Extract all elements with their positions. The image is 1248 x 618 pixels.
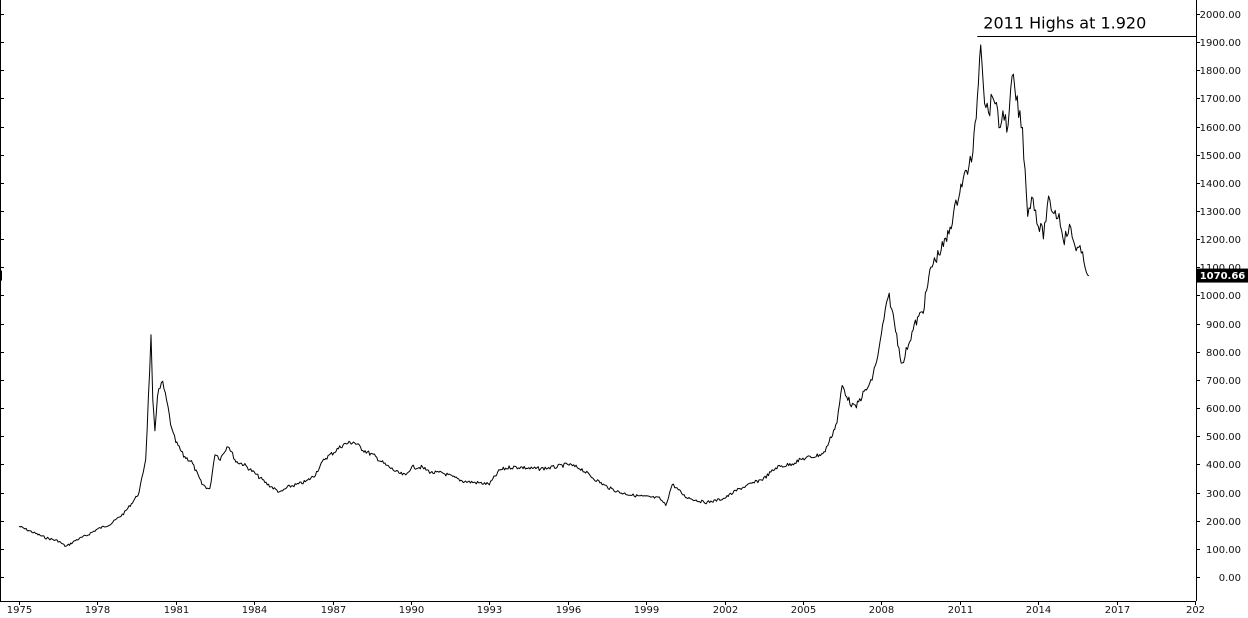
y-tick-label: 2000.00 (1200, 10, 1241, 21)
y-tick-label: 0.00 (1219, 573, 1241, 584)
x-tick-label: 1975 (7, 605, 32, 616)
y-tick-label: 1200.00 (1200, 235, 1241, 246)
y-tick-label: 1600.00 (1200, 123, 1241, 134)
price-line (18, 44, 1090, 547)
y-tick-label: 1800.00 (1200, 66, 1241, 77)
x-axis: 1975 1978 1981 1984 1987 1990 1993 1996 1999 2002… (0, 0, 1205, 616)
last-price-left-marker (0, 270, 2, 281)
x-tick-label: 2002 (713, 605, 738, 616)
x-tick-label: 2011 (948, 605, 973, 616)
x-tick-label: 2008 (869, 605, 894, 616)
x-tick-label: 202 (1186, 605, 1205, 616)
y-tick-label: 1400.00 (1200, 179, 1241, 190)
y-tick-label: 300.00 (1206, 489, 1241, 500)
x-tick-label: 1996 (556, 605, 581, 616)
plot-area (18, 44, 1090, 547)
y-tick-label: 1000.00 (1200, 291, 1241, 302)
y-tick-label: 100.00 (1206, 545, 1241, 556)
last-price-label: 1070.66 (1200, 271, 1246, 282)
y-tick-label: 900.00 (1206, 320, 1241, 331)
y-tick-label: 1500.00 (1200, 151, 1241, 162)
y-tick-label: 400.00 (1206, 460, 1241, 471)
annotation-text: 2011 Highs at 1.920 (983, 14, 1146, 33)
x-tick-label: 1984 (242, 605, 267, 616)
last-price-marker: 1070.66 (0, 268, 1248, 283)
y-tick-label: 700.00 (1206, 376, 1241, 387)
x-tick-label: 1990 (399, 605, 424, 616)
y-tick-label: 1300.00 (1200, 207, 1241, 218)
y-tick-label: 500.00 (1206, 432, 1241, 443)
y-tick-label: 200.00 (1206, 517, 1241, 528)
x-tick-label: 2017 (1105, 605, 1130, 616)
y-tick-label: 800.00 (1206, 348, 1241, 359)
x-tick-label: 1978 (85, 605, 110, 616)
y-tick-label: 1100.00 (1200, 263, 1241, 274)
y-tick-label: 1700.00 (1200, 94, 1241, 105)
x-tick-label: 2005 (791, 605, 816, 616)
x-tick-label: 1987 (321, 605, 346, 616)
x-tick-label: 1981 (164, 605, 189, 616)
x-tick-label: 2014 (1026, 605, 1051, 616)
y-tick-label: 1900.00 (1200, 38, 1241, 49)
x-tick-label: 1999 (634, 605, 659, 616)
annotation: 2011 Highs at 1.920 (977, 14, 1196, 37)
x-tick-label: 1993 (477, 605, 502, 616)
last-price-box (1197, 268, 1248, 283)
y-tick-label: 600.00 (1206, 404, 1241, 415)
y-axis: 0.00 100.00 200.00 300.00 400.00 500.00 600.00… (0, 0, 1241, 601)
